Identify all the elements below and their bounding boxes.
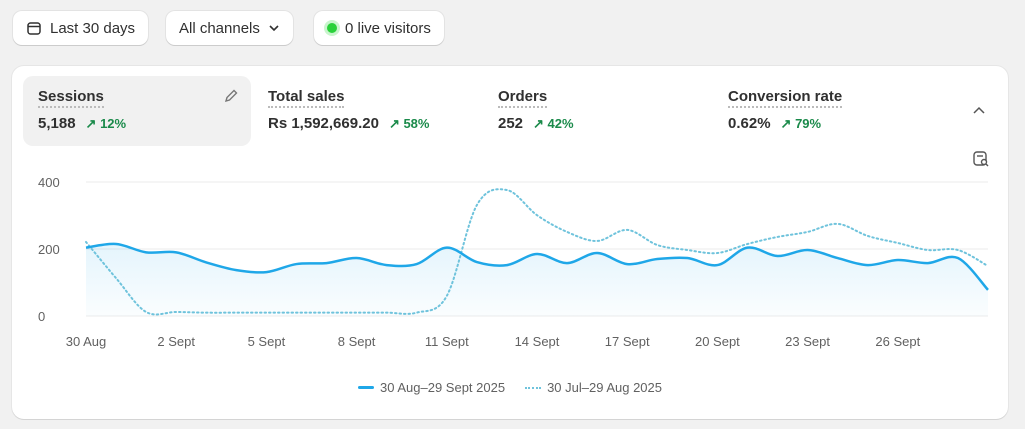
y-tick-label: 200 xyxy=(38,242,60,257)
current-series-area xyxy=(86,243,988,316)
metric-label: Total sales xyxy=(268,88,345,108)
current-series-line xyxy=(85,242,989,291)
channels-label: All channels xyxy=(179,19,260,37)
legend-current: 30 Aug–29 Sept 2025 xyxy=(358,380,505,395)
metric-conversion-rate[interactable]: Conversion rate 0.62% ↗ 79% xyxy=(713,76,933,146)
x-tick-label: 30 Aug xyxy=(66,334,107,349)
pencil-icon[interactable] xyxy=(223,88,239,104)
date-range-label: Last 30 days xyxy=(50,19,136,37)
y-tick-label: 0 xyxy=(38,309,45,324)
x-tick-label: 8 Sept xyxy=(338,334,376,349)
x-tick-label: 26 Sept xyxy=(875,334,920,349)
sessions-chart: 0 200 400 30 Aug 2 Sept 5 Sept 8 Sept 11 Sept 14… xyxy=(38,175,989,349)
metric-delta: ↗ 79% xyxy=(780,115,822,131)
report-search-icon[interactable] xyxy=(972,150,990,168)
live-visitors-label: 0 live visitors xyxy=(345,19,431,37)
x-tick-label: 14 Sept xyxy=(515,334,560,349)
chevron-down-icon xyxy=(269,25,279,32)
x-tick-label: 20 Sept xyxy=(695,334,740,349)
live-visitors-button[interactable]: 0 live visitors xyxy=(314,11,444,45)
live-dot-icon xyxy=(327,23,337,33)
metric-orders[interactable]: Orders 252 ↗ 42% xyxy=(483,76,703,146)
metric-sessions[interactable]: Sessions 5,188 ↗ 12% xyxy=(23,76,251,146)
date-range-button[interactable]: Last 30 days xyxy=(13,11,149,45)
metric-delta: ↗ 58% xyxy=(388,115,430,131)
metric-value: 252 xyxy=(498,115,524,132)
metric-delta: ↗ 42% xyxy=(533,115,574,131)
x-tick-label: 5 Sept xyxy=(248,334,286,349)
metric-delta: ↗ 12% xyxy=(85,115,127,131)
x-tick-label: 2 Sept xyxy=(157,334,195,349)
metric-label: Orders xyxy=(498,88,548,108)
chevron-up-icon[interactable] xyxy=(972,104,986,118)
x-tick-label: 23 Sept xyxy=(785,334,830,349)
previous-series-line xyxy=(85,188,989,316)
y-tick-label: 400 xyxy=(38,175,60,190)
x-tick-label: 11 Sept xyxy=(425,334,469,349)
chart-legend: 30 Aug–29 Sept 2025 30 Jul–29 Aug 2025 xyxy=(12,380,1008,395)
metric-value: Rs 1,592,669.20 xyxy=(268,115,379,132)
analytics-card: Sessions 5,188 ↗ 12% Total sales Rs 1,592… xyxy=(12,66,1008,419)
metric-label: Sessions xyxy=(38,88,104,108)
metric-label: Conversion rate xyxy=(728,88,843,108)
metric-value: 0.62% xyxy=(728,115,771,132)
metric-total-sales[interactable]: Total sales Rs 1,592,669.20 ↗ 58% xyxy=(253,76,473,146)
calendar-icon xyxy=(27,22,41,35)
legend-previous: 30 Jul–29 Aug 2025 xyxy=(525,380,662,395)
metric-value: 5,188 xyxy=(38,115,76,132)
x-tick-label: 17 Sept xyxy=(605,334,650,349)
channels-select[interactable]: All channels xyxy=(166,11,293,45)
